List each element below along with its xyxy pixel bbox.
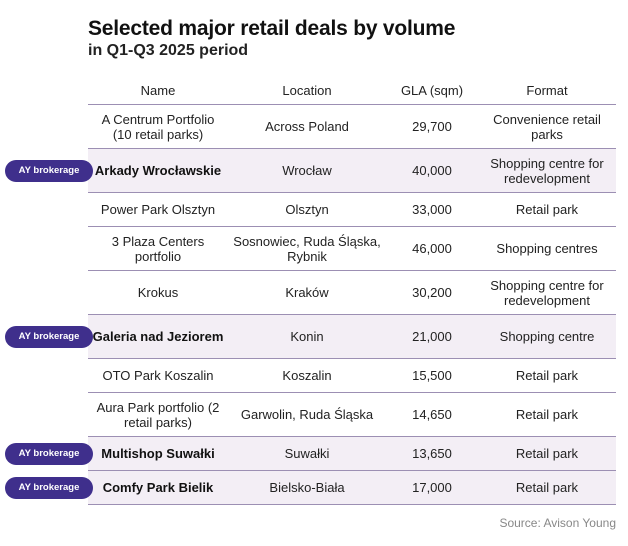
deals-table: Name Location GLA (sqm) Format A Centrum… bbox=[5, 77, 616, 505]
cell-location: Suwałki bbox=[284, 446, 330, 461]
ay-brokerage-badge: AY brokerage bbox=[5, 442, 93, 465]
table-row: OTO Park Koszalin Koszalin 15,500 Retail… bbox=[88, 359, 616, 393]
source-note: Source: Avison Young bbox=[499, 516, 616, 530]
cell-name: Aura Park portfolio (2 retail parks) bbox=[96, 399, 220, 430]
cell-location: Across Poland bbox=[265, 119, 349, 134]
table-row: A Centrum Portfolio (10 retail parks) Ac… bbox=[88, 105, 616, 149]
cell-location: Kraków bbox=[285, 285, 329, 300]
cell-format: Retail park bbox=[515, 202, 579, 217]
cell-format: Retail park bbox=[515, 446, 579, 461]
table-row: AY brokerage Comfy Park Bielik Bielsko-B… bbox=[5, 471, 616, 505]
table-row: 3 Plaza Centers portfolio Sosnowiec, Rud… bbox=[88, 227, 616, 271]
cell-gla: 40,000 bbox=[412, 163, 452, 178]
cell-gla: 33,000 bbox=[412, 202, 452, 217]
cell-gla: 21,000 bbox=[412, 329, 452, 344]
cell-format: Retail park bbox=[515, 407, 579, 422]
table-row: AY brokerage Arkady Wrocławskie Wrocław … bbox=[5, 149, 616, 193]
cell-name: Power Park Olsztyn bbox=[100, 202, 216, 217]
cell-format: Retail park bbox=[515, 368, 579, 383]
page-subtitle: in Q1-Q3 2025 period bbox=[88, 42, 249, 59]
cell-location: Sosnowiec, Ruda Śląska, Rybnik bbox=[233, 233, 381, 264]
cell-location: Garwolin, Ruda Śląska bbox=[240, 407, 374, 422]
cell-gla: 15,500 bbox=[412, 368, 452, 383]
table-row: Power Park Olsztyn Olsztyn 33,000 Retail… bbox=[88, 193, 616, 227]
cell-location: Koszalin bbox=[282, 368, 332, 383]
cell-gla: 14,650 bbox=[412, 407, 452, 422]
ay-brokerage-badge: AY brokerage bbox=[5, 159, 93, 182]
header-name: Name bbox=[140, 83, 176, 98]
cell-gla: 13,650 bbox=[412, 446, 452, 461]
header-location: Location bbox=[282, 83, 332, 98]
cell-format: Retail park bbox=[515, 480, 579, 495]
cell-format: Shopping centres bbox=[496, 241, 598, 256]
cell-gla: 30,200 bbox=[412, 285, 452, 300]
cell-name: Comfy Park Bielik bbox=[102, 480, 214, 495]
table-row: AY brokerage Multishop Suwałki Suwałki 1… bbox=[5, 437, 616, 471]
cell-location: Olsztyn bbox=[285, 202, 329, 217]
cell-name: Galeria nad Jeziorem bbox=[92, 329, 224, 344]
cell-format: Shopping centre for redevelopment bbox=[490, 155, 604, 186]
table-header: Name Location GLA (sqm) Format bbox=[88, 77, 616, 105]
cell-name: A Centrum Portfolio (10 retail parks) bbox=[101, 111, 215, 142]
table-row: AY brokerage Galeria nad Jeziorem Konin … bbox=[5, 315, 616, 359]
cell-gla: 17,000 bbox=[412, 480, 452, 495]
cell-name: Multishop Suwałki bbox=[101, 446, 215, 461]
cell-location: Bielsko-Biała bbox=[269, 480, 345, 495]
cell-format: Shopping centre for redevelopment bbox=[490, 277, 604, 308]
page-title: Selected major retail deals by volume bbox=[88, 17, 456, 40]
header-format: Format bbox=[526, 83, 568, 98]
cell-name: OTO Park Koszalin bbox=[102, 368, 214, 383]
cell-location: Konin bbox=[290, 329, 324, 344]
cell-location: Wrocław bbox=[282, 163, 332, 178]
cell-format: Shopping centre bbox=[499, 329, 595, 344]
table-row: Krokus Kraków 30,200 Shopping centre for… bbox=[88, 271, 616, 315]
cell-gla: 46,000 bbox=[412, 241, 452, 256]
cell-name: 3 Plaza Centers portfolio bbox=[111, 233, 205, 264]
cell-gla: 29,700 bbox=[412, 119, 452, 134]
header-gla: GLA (sqm) bbox=[400, 83, 464, 98]
cell-name: Arkady Wrocławskie bbox=[94, 163, 222, 178]
ay-brokerage-badge: AY brokerage bbox=[5, 325, 93, 348]
table-row: Aura Park portfolio (2 retail parks) Gar… bbox=[88, 393, 616, 437]
cell-name: Krokus bbox=[137, 285, 179, 300]
cell-format: Convenience retail parks bbox=[493, 111, 601, 142]
ay-brokerage-badge: AY brokerage bbox=[5, 476, 93, 499]
